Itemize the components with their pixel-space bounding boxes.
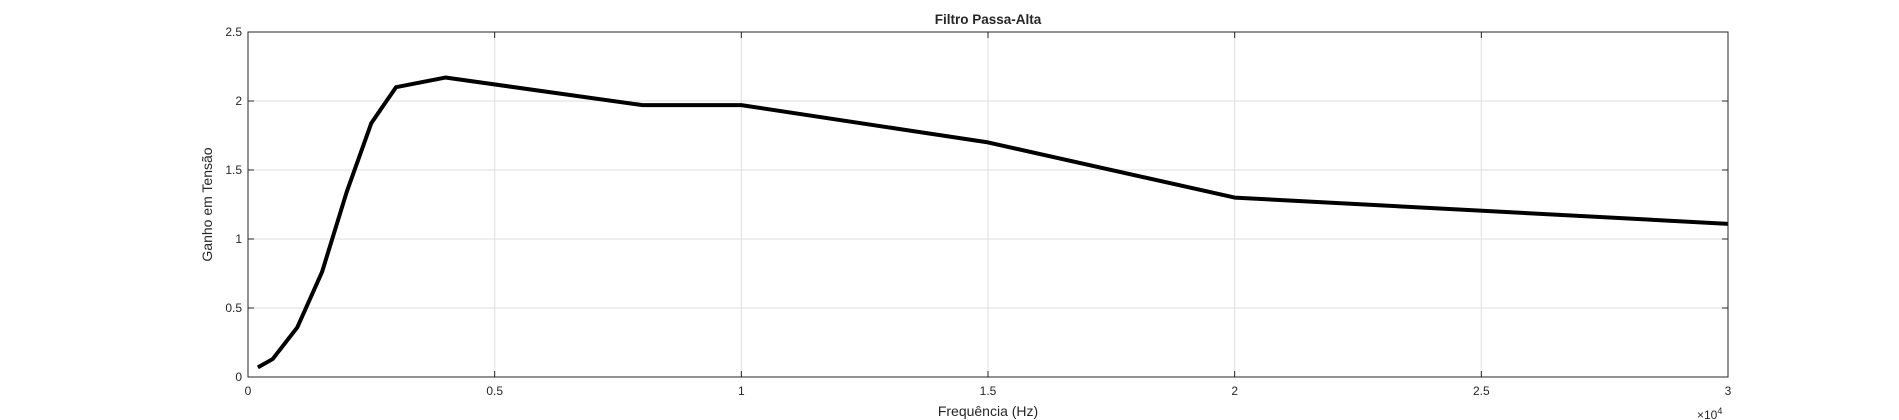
y-tick-label: 2	[235, 94, 242, 108]
ticks	[247, 31, 1729, 378]
x-axis-exponent-base: ×10	[1697, 408, 1718, 420]
x-tick-label: 1	[738, 384, 745, 398]
x-axis-exponent: ×104	[1697, 406, 1722, 420]
x-tick-label: 0	[245, 384, 252, 398]
y-tick-label: 1.5	[225, 163, 242, 177]
y-axis-label: Ganho em Tensão	[199, 147, 215, 261]
y-tick-label: 0	[235, 370, 242, 384]
tick-labels: 0 0.5 1 1.5 2 2.5 3 0 0.5 1 1.5 2 2.5	[225, 25, 1731, 398]
x-tick-label: 0.5	[486, 384, 503, 398]
y-tick-label: 2.5	[225, 25, 242, 39]
x-tick-label: 3	[1725, 384, 1732, 398]
x-axis-label: Frequência (Hz)	[938, 403, 1038, 419]
x-tick-label: 1.5	[980, 384, 997, 398]
y-tick-label: 0.5	[225, 301, 242, 315]
series-layer	[256, 75, 1729, 370]
x-tick-label: 2	[1231, 384, 1238, 398]
series-line	[256, 75, 1729, 370]
x-tick-label: 2.5	[1473, 384, 1490, 398]
y-tick-label: 1	[235, 232, 242, 246]
chart-title: Filtro Passa-Alta	[935, 12, 1042, 27]
x-axis-exponent-power: 4	[1717, 406, 1722, 416]
